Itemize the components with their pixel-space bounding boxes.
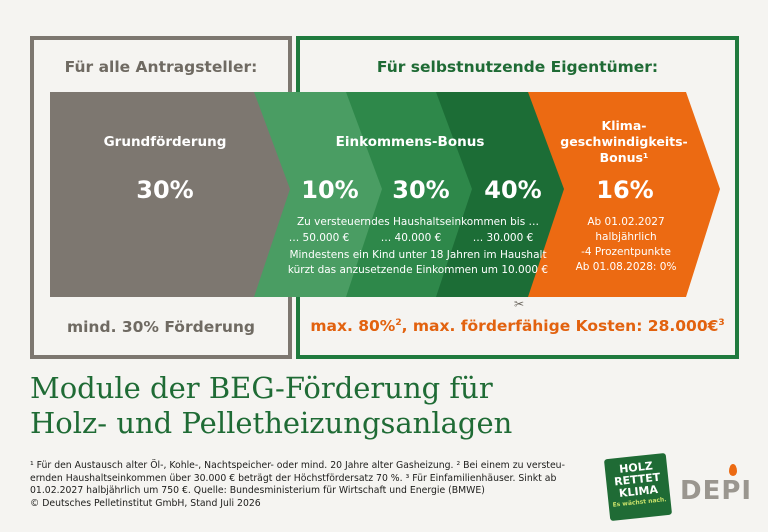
right-footer-part-2: , max. förderfähige Kosten: 28.000€ xyxy=(401,317,719,335)
threshold-3: … 30.000 € xyxy=(472,232,534,244)
grund-label: Grundförderung xyxy=(103,134,227,150)
footnote-line-3: 01.02.2027 halbjährlich um 750 €. Quelle… xyxy=(30,485,485,496)
right-footer-part-1: max. 80% xyxy=(310,317,396,335)
klima-desc-line-4: Ab 01.08.2028: 0% xyxy=(575,261,677,273)
page-title: Module der BEG-Förderung für Holz- und P… xyxy=(30,371,512,441)
klima-value: 16% xyxy=(596,176,654,204)
klima-label-line-2: geschwindigkeits- xyxy=(560,134,688,149)
klima-label-line-3: Bonus¹ xyxy=(599,150,649,165)
klima-desc: Ab 01.02.2027 halbjährlich -4 Prozentpun… xyxy=(564,215,688,275)
einkommen-desc-3: kürzt das anzusetzende Einkommen um 10.0… xyxy=(287,264,549,276)
depi-logo: DEPI xyxy=(680,476,753,506)
klima-desc-line-3: -4 Prozentpunkte xyxy=(581,246,671,258)
right-header: Für selbstnutzende Eigentümer: xyxy=(376,58,659,76)
scissors-icon: ✂ xyxy=(513,297,525,311)
footnote-mark-3: 3 xyxy=(718,317,725,328)
einkommen-desc-2: Mindestens ein Kind unter 18 Jahren im H… xyxy=(289,249,547,261)
einkommen-label: Einkommens-Bonus xyxy=(335,134,485,150)
bonus-value-1: 10% xyxy=(301,176,359,204)
grund-value: 30% xyxy=(136,176,194,204)
left-header: Für alle Antragsteller: xyxy=(64,58,258,76)
klima-desc-line-1: Ab 01.02.2027 xyxy=(587,216,665,228)
bonus30-arrow xyxy=(346,92,476,297)
klima-label-line-1: Klima- xyxy=(601,118,647,133)
threshold-2: … 40.000 € xyxy=(380,232,442,244)
bonus10-arrow xyxy=(254,92,386,297)
klima-label: Klima- geschwindigkeits- Bonus¹ xyxy=(556,118,692,166)
bonus-value-2: 30% xyxy=(392,176,450,204)
title-line-1: Module der BEG-Förderung für xyxy=(30,371,493,405)
klima-desc-line-2: halbjährlich xyxy=(595,231,657,243)
flame-icon xyxy=(729,464,737,476)
klima-arrow xyxy=(528,92,720,297)
bonus-value-3: 40% xyxy=(484,176,542,204)
holz-rettet-klima-logo: HOLZ RETTET KLIMA Es wächst nach. xyxy=(603,452,673,522)
footnote-line-1: ¹ Für den Austausch alter Öl-, Kohle-, N… xyxy=(30,460,565,471)
left-footer: mind. 30% Förderung xyxy=(66,318,256,336)
footnote-mark-2: 2 xyxy=(395,317,402,328)
footnote-line-4: © Deutsches Pelletinstitut GmbH, Stand J… xyxy=(30,497,261,509)
einkommen-desc-1: Zu versteuerndes Haushaltseinkommen bis … xyxy=(296,216,540,228)
bonus40-arrow xyxy=(436,92,568,297)
footnotes: ¹ Für den Austausch alter Öl-, Kohle-, N… xyxy=(30,460,605,510)
right-footer: max. 80%2, max. förderfähige Kosten: 28.… xyxy=(300,317,735,335)
threshold-1: … 50.000 € xyxy=(288,232,350,244)
footnote-line-2: ernden Haushaltseinkommen über 30.000 € … xyxy=(30,472,557,484)
title-line-2: Holz- und Pelletheizungsanlagen xyxy=(30,406,513,440)
grund-arrow xyxy=(50,92,294,297)
